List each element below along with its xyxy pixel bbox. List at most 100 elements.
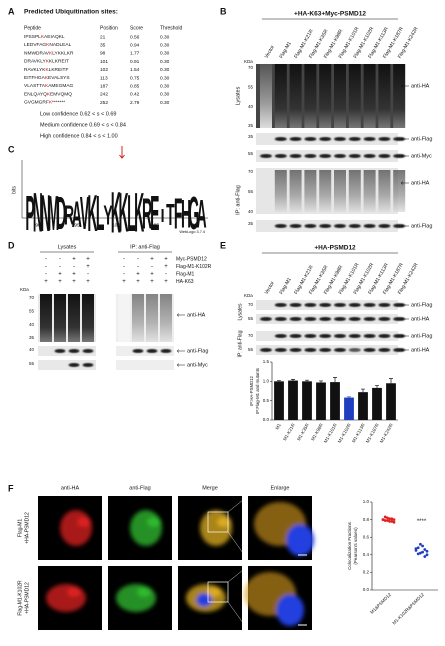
logo-letter: N xyxy=(41,184,51,243)
condition-label: Myc-PSMD12 xyxy=(176,256,207,262)
table-cell: 0.30 xyxy=(160,67,170,73)
error-bar xyxy=(319,380,323,383)
blot-band xyxy=(289,317,302,321)
label-arrow xyxy=(400,154,409,158)
cell-signal xyxy=(244,572,304,626)
bar xyxy=(302,381,312,420)
bar xyxy=(316,382,326,420)
logo-letter: I xyxy=(161,206,165,226)
blot-band xyxy=(319,154,332,158)
logo-letter: R xyxy=(64,199,74,231)
sign: + xyxy=(58,272,62,278)
table-cell: 113 xyxy=(100,75,108,81)
blot-band xyxy=(378,154,391,158)
x-tick-label: M1-K98R xyxy=(310,422,324,442)
logo-letter: T xyxy=(166,198,175,233)
kda-marker: 35 xyxy=(248,134,254,139)
blot-lane xyxy=(82,294,94,342)
sign: - xyxy=(45,264,47,270)
logo-letter: D xyxy=(56,189,66,240)
blot-band xyxy=(348,224,361,228)
blot-lane xyxy=(363,170,376,212)
blot-band xyxy=(274,224,287,228)
logo-letter: E xyxy=(150,185,159,241)
x-tick-label: M1-K35R xyxy=(296,422,310,442)
condition-label: Flag-M1 xyxy=(176,271,195,277)
antibody-label: anti-HA xyxy=(411,347,430,353)
sign: - xyxy=(59,257,61,263)
blot-lane xyxy=(54,294,66,342)
group-header: Lysates xyxy=(58,244,77,250)
sign: + xyxy=(72,257,76,263)
side-label: Lysates xyxy=(235,86,241,105)
blot-strip xyxy=(116,360,174,370)
zoom-box xyxy=(207,511,229,533)
table-header: Peptide xyxy=(24,25,41,31)
blot-band xyxy=(363,334,376,338)
blot-lane xyxy=(260,64,272,128)
blot-band xyxy=(289,224,302,228)
table-cell: 0.30 xyxy=(160,92,170,98)
sign: + xyxy=(150,279,154,285)
table-cell: 0.85 xyxy=(130,83,140,89)
logo-letter: P xyxy=(25,185,34,241)
blot-strip xyxy=(116,346,174,356)
blot-band xyxy=(378,224,391,228)
y-tick-label: 0.0 xyxy=(263,417,270,422)
nucleus xyxy=(196,593,212,607)
blot-band xyxy=(334,303,346,307)
point xyxy=(421,544,424,548)
antibody-label: anti-HA xyxy=(411,83,430,89)
sign: - xyxy=(73,264,75,270)
blot-band xyxy=(289,137,302,141)
bar xyxy=(372,387,382,420)
blot-lane xyxy=(160,294,172,342)
panel-label: A xyxy=(8,6,15,16)
blot-lane xyxy=(363,64,376,128)
table-cell: 0.91 xyxy=(130,59,140,65)
kda-marker: 35 xyxy=(248,123,254,128)
logo-letter: K xyxy=(111,180,121,246)
blot-band xyxy=(68,349,80,353)
point xyxy=(390,517,394,521)
cell xyxy=(137,587,151,597)
blot-lane xyxy=(348,170,361,212)
cell xyxy=(147,517,161,527)
label-arrow xyxy=(400,317,409,321)
y-tick-label: 0.2 xyxy=(363,570,370,575)
site-arrow xyxy=(119,146,125,159)
blot-lane xyxy=(348,64,361,128)
y-tick-label: 0.6 xyxy=(363,534,370,539)
kda-marker: 70 xyxy=(29,295,35,300)
logo-letter: Y xyxy=(103,199,113,231)
bar xyxy=(274,381,284,420)
blot-lane xyxy=(319,64,332,128)
blot-band xyxy=(378,317,391,321)
blot-lane xyxy=(304,64,317,128)
blot-band xyxy=(304,348,317,352)
table-cell: 0.42 xyxy=(130,92,140,98)
y-tick-label: 0.4 xyxy=(363,552,370,557)
antibody-label: anti-Flag xyxy=(411,223,432,229)
bar xyxy=(358,392,368,420)
sign: - xyxy=(45,272,47,278)
antibody-label: anti-HA xyxy=(411,180,430,186)
table-cell: 0.30 xyxy=(160,83,170,89)
cell xyxy=(217,517,231,527)
point xyxy=(392,518,396,521)
point xyxy=(425,549,429,553)
blot-band xyxy=(304,317,317,321)
blot-band xyxy=(82,363,94,367)
antibody-label: anti-Flag xyxy=(187,348,208,354)
sign: + xyxy=(44,279,48,285)
cell-signal xyxy=(46,584,86,612)
x-tick-label: M1-K101R xyxy=(323,422,338,444)
logo-credit: WebLogo 3.7.4 xyxy=(179,230,205,234)
panel-title: +HA-K63+Myc-PSMD12 xyxy=(294,11,366,18)
blot-band xyxy=(146,349,158,353)
nucleus xyxy=(286,524,314,556)
sign: + xyxy=(72,279,76,285)
x-tick-label: M1-K21R xyxy=(282,422,296,442)
table-header: Score xyxy=(130,25,143,31)
